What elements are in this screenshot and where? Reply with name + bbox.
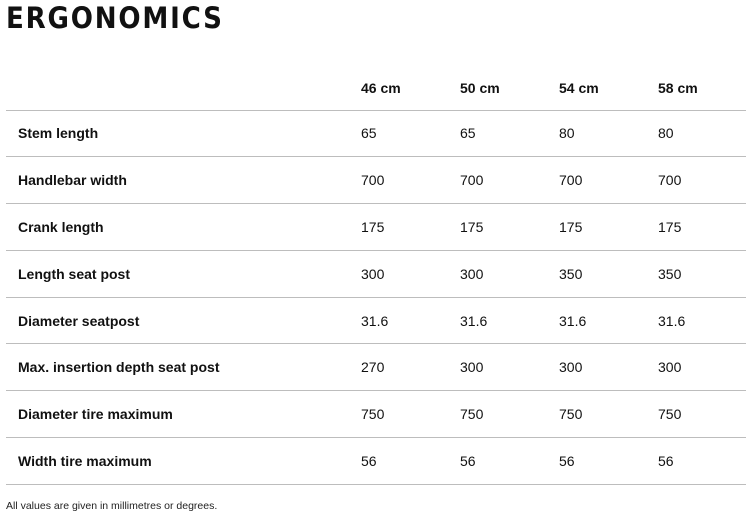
table-row: Crank length 175 175 175 175	[6, 203, 746, 251]
table-row: Length seat post 300 300 350 350	[6, 250, 746, 298]
table-cell: 300	[355, 250, 454, 298]
table-cell: 80	[553, 110, 652, 158]
table-cell: 31.6	[652, 297, 746, 345]
table-cell: 31.6	[355, 297, 454, 345]
table-cell: 300	[553, 343, 652, 392]
table-row: Width tire maximum 56 56 56 56	[6, 437, 746, 485]
row-label: Handlebar width	[6, 156, 355, 205]
table-cell: 175	[454, 203, 553, 251]
row-label: Crank length	[6, 203, 355, 251]
table-row: Diameter seatpost 31.6 31.6 31.6 31.6	[6, 297, 746, 345]
row-label: Width tire maximum	[6, 437, 355, 485]
table-cell: 31.6	[454, 297, 553, 345]
table-cell: 750	[652, 390, 746, 439]
size-column-header: 50 cm	[454, 63, 553, 111]
table-cell: 65	[454, 110, 553, 158]
table-row: Stem length 65 65 80 80	[6, 110, 746, 158]
ergonomics-table: 46 cm 50 cm 54 cm 58 cm Stem length 65 6…	[6, 63, 746, 485]
table-cell: 270	[355, 343, 454, 392]
table-cell: 700	[454, 156, 553, 205]
table-cell: 750	[553, 390, 652, 439]
table-cell: 750	[355, 390, 454, 439]
table-cell: 175	[652, 203, 746, 251]
table-row: Diameter tire maximum 750 750 750 750	[6, 390, 746, 439]
table-cell: 700	[652, 156, 746, 205]
table-cell: 300	[454, 250, 553, 298]
size-column-header: 46 cm	[355, 63, 454, 111]
table-cell: 56	[454, 437, 553, 485]
table-row: Max. insertion depth seat post 270 300 3…	[6, 343, 746, 392]
table-cell: 350	[652, 250, 746, 298]
row-label: Max. insertion depth seat post	[6, 343, 355, 392]
table-cell: 350	[553, 250, 652, 298]
header-corner	[6, 63, 355, 111]
table-cell: 300	[652, 343, 746, 392]
table-cell: 750	[454, 390, 553, 439]
table-cell: 31.6	[553, 297, 652, 345]
table-cell: 56	[355, 437, 454, 485]
table-cell: 56	[553, 437, 652, 485]
size-column-header: 58 cm	[652, 63, 746, 111]
row-label: Diameter tire maximum	[6, 390, 355, 439]
row-label: Stem length	[6, 110, 355, 158]
table-cell: 65	[355, 110, 454, 158]
page-title: ERGONOMICS	[6, 1, 224, 35]
table-cell: 700	[355, 156, 454, 205]
size-column-header: 54 cm	[553, 63, 652, 111]
row-label: Diameter seatpost	[6, 297, 355, 345]
table-cell: 56	[652, 437, 746, 485]
footnote: All values are given in millimetres or d…	[6, 500, 218, 512]
table-cell: 175	[553, 203, 652, 251]
table-header-row: 46 cm 50 cm 54 cm 58 cm	[6, 63, 746, 111]
table-cell: 300	[454, 343, 553, 392]
table-cell: 80	[652, 110, 746, 158]
table-cell: 175	[355, 203, 454, 251]
table-cell: 700	[553, 156, 652, 205]
table-row: Handlebar width 700 700 700 700	[6, 156, 746, 205]
row-label: Length seat post	[6, 250, 355, 298]
